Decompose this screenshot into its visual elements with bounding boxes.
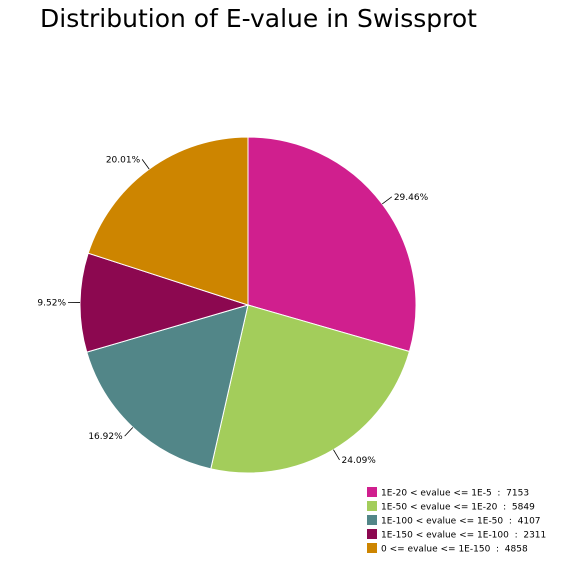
slice-percent-label-5: 20.01% <box>106 155 141 165</box>
slice-leader-line-2 <box>333 449 340 461</box>
slice-percent-label-2: 24.09% <box>342 456 377 466</box>
pie-slices <box>79 136 417 474</box>
chart-title: Distribution of E-value in Swissprot <box>40 4 477 33</box>
legend: 1E-20 < evalue <= 1E-5 : 7153 1E-50 < eva… <box>367 487 546 555</box>
legend-swatch-4 <box>367 529 377 539</box>
legend-swatch-2 <box>367 501 377 511</box>
legend-label-1: 1E-20 < evalue <= 1E-5 : 7153 <box>381 489 529 499</box>
legend-label-3: 1E-100 < evalue <= 1E-50 : 4107 <box>381 517 541 527</box>
slice-labels: 29.46% 24.09% 16.92% 9.52% 20.01% <box>37 155 428 466</box>
legend-swatch-5 <box>367 543 377 553</box>
pie-slice-3 <box>86 304 249 470</box>
slice-leader-line-1 <box>381 196 393 205</box>
legend-swatch-3 <box>367 515 377 525</box>
legend-label-4: 1E-150 < evalue <= 1E-100 : 2311 <box>381 531 546 541</box>
legend-label-2: 1E-50 < evalue <= 1E-20 : 5849 <box>381 503 535 513</box>
pie-slice-1 <box>247 136 417 353</box>
slice-percent-label-4: 9.52% <box>37 298 66 308</box>
legend-swatch-1 <box>367 487 377 497</box>
legend-label-5: 0 <= evalue <= 1E-150 : 4858 <box>381 545 528 555</box>
slice-percent-label-3: 16.92% <box>88 432 123 442</box>
slice-leader-line-5 <box>141 159 150 170</box>
slice-leader-line-3 <box>124 427 134 437</box>
slice-percent-label-1: 29.46% <box>394 193 429 203</box>
